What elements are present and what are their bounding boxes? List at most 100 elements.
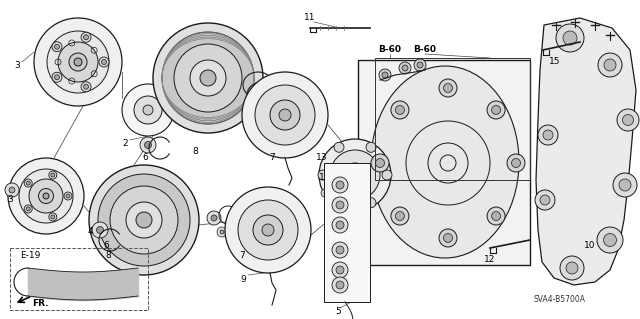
- Text: 2: 2: [122, 138, 128, 147]
- Circle shape: [396, 106, 404, 115]
- Circle shape: [604, 234, 616, 247]
- Circle shape: [597, 227, 623, 253]
- Ellipse shape: [200, 70, 216, 86]
- Ellipse shape: [134, 96, 162, 124]
- Circle shape: [207, 211, 221, 225]
- Circle shape: [24, 179, 32, 187]
- Circle shape: [560, 256, 584, 280]
- Text: SVA4-B5700A: SVA4-B5700A: [534, 295, 586, 305]
- Circle shape: [604, 59, 616, 71]
- Circle shape: [52, 42, 62, 52]
- Text: 11: 11: [304, 13, 316, 23]
- Text: FR.: FR.: [32, 299, 48, 308]
- Ellipse shape: [58, 42, 98, 82]
- Circle shape: [140, 137, 156, 153]
- Circle shape: [81, 32, 91, 42]
- Circle shape: [379, 69, 391, 81]
- Text: 6: 6: [103, 241, 109, 249]
- Text: 9: 9: [240, 276, 246, 285]
- Ellipse shape: [350, 170, 360, 180]
- Text: 4: 4: [87, 227, 93, 236]
- Circle shape: [26, 207, 30, 211]
- Circle shape: [376, 159, 385, 167]
- Ellipse shape: [190, 60, 226, 96]
- Ellipse shape: [74, 58, 82, 66]
- Bar: [324, 163, 370, 302]
- Circle shape: [49, 213, 57, 221]
- Circle shape: [439, 79, 457, 97]
- Circle shape: [145, 142, 152, 149]
- Circle shape: [5, 183, 19, 197]
- Circle shape: [326, 194, 332, 200]
- Circle shape: [84, 84, 88, 89]
- Circle shape: [220, 230, 224, 234]
- Ellipse shape: [270, 100, 300, 130]
- Text: 6: 6: [142, 153, 148, 162]
- Circle shape: [334, 198, 344, 208]
- Circle shape: [51, 173, 55, 177]
- Ellipse shape: [174, 44, 242, 112]
- Circle shape: [535, 190, 555, 210]
- Circle shape: [54, 75, 60, 80]
- Ellipse shape: [47, 31, 109, 93]
- Bar: [358, 60, 530, 265]
- Ellipse shape: [253, 215, 283, 245]
- Circle shape: [391, 207, 409, 225]
- Ellipse shape: [371, 66, 519, 258]
- Circle shape: [623, 115, 634, 125]
- Circle shape: [336, 181, 344, 189]
- Ellipse shape: [162, 32, 254, 124]
- Circle shape: [366, 198, 376, 208]
- Ellipse shape: [69, 53, 87, 71]
- Circle shape: [487, 101, 505, 119]
- Circle shape: [97, 226, 104, 234]
- Text: B-60: B-60: [378, 46, 401, 55]
- Text: 13: 13: [316, 153, 328, 162]
- Ellipse shape: [242, 72, 328, 158]
- Text: 15: 15: [549, 57, 561, 66]
- Bar: [10, 248, 148, 310]
- Ellipse shape: [19, 169, 73, 223]
- Circle shape: [26, 181, 30, 185]
- Circle shape: [49, 171, 57, 179]
- Circle shape: [9, 187, 15, 193]
- Circle shape: [391, 101, 409, 119]
- Ellipse shape: [143, 105, 153, 115]
- Circle shape: [444, 84, 452, 93]
- Circle shape: [51, 215, 55, 219]
- Ellipse shape: [110, 186, 178, 254]
- Circle shape: [538, 125, 558, 145]
- Circle shape: [487, 207, 505, 225]
- Circle shape: [84, 35, 88, 40]
- Circle shape: [336, 246, 344, 254]
- Circle shape: [332, 197, 348, 213]
- Circle shape: [382, 72, 388, 78]
- Text: 8: 8: [105, 250, 111, 259]
- Text: 7: 7: [239, 250, 245, 259]
- Circle shape: [211, 215, 217, 221]
- Circle shape: [613, 173, 637, 197]
- Circle shape: [417, 62, 423, 68]
- Circle shape: [492, 106, 500, 115]
- Circle shape: [439, 229, 457, 247]
- Circle shape: [332, 277, 348, 293]
- Circle shape: [492, 211, 500, 220]
- Ellipse shape: [98, 174, 190, 266]
- Text: 8: 8: [192, 147, 198, 157]
- Ellipse shape: [238, 200, 298, 260]
- Polygon shape: [536, 18, 636, 285]
- Circle shape: [543, 130, 553, 140]
- Text: 10: 10: [584, 241, 596, 249]
- Circle shape: [336, 266, 344, 274]
- Circle shape: [321, 189, 329, 197]
- Ellipse shape: [153, 23, 263, 133]
- Circle shape: [336, 221, 344, 229]
- Ellipse shape: [136, 212, 152, 228]
- Ellipse shape: [279, 109, 291, 121]
- Circle shape: [332, 262, 348, 278]
- Ellipse shape: [126, 202, 162, 238]
- Circle shape: [102, 60, 106, 64]
- Circle shape: [402, 65, 408, 71]
- Ellipse shape: [343, 163, 367, 187]
- Ellipse shape: [330, 150, 380, 200]
